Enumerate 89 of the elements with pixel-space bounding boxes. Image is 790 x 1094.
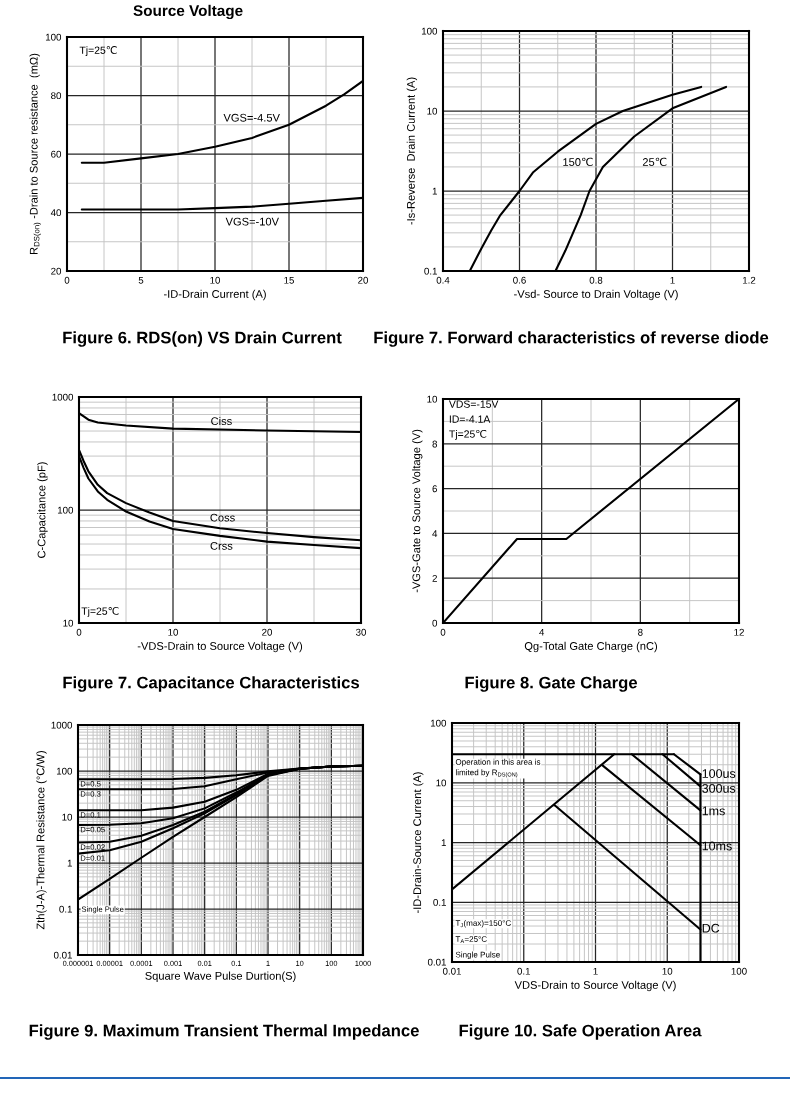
series-label: Crss	[210, 541, 233, 550]
text: Figure 10. Safe Operation Area	[459, 1024, 702, 1040]
annotation: ID=-4.1A	[449, 415, 491, 423]
x-tick-label: 0.6	[513, 276, 526, 284]
y-tick-label: 0	[432, 619, 438, 627]
series-label: 100us	[702, 769, 736, 778]
series-label: DC	[702, 923, 720, 933]
source-note: Source Voltage	[133, 4, 243, 20]
series-label: Coss	[210, 513, 235, 522]
x-tick-label: 8	[638, 628, 643, 636]
y-tick-label: 10	[427, 395, 438, 403]
x-axis-title: -Vsd- Source to Drain Voltage (V)	[514, 289, 678, 301]
x-axis-title: -VDS-Drain to Source Voltage (V)	[137, 641, 303, 653]
y-tick-label: 6	[432, 485, 438, 493]
x-tick-label: 10	[210, 276, 221, 284]
y-tick-label: 10	[63, 619, 74, 627]
text: Figure 6. RDS(on) VS Drain Current	[63, 331, 342, 347]
y-axis-title: C-Capacitance (pF)	[37, 462, 48, 558]
x-tick-label: 20	[358, 276, 369, 284]
y-axis-title: -Is-Reverse Drain Current (A)	[406, 77, 418, 225]
text: Figure 8. Gate Charge	[465, 676, 638, 692]
series-label: 150℃	[563, 157, 593, 167]
x-tick-label: 4	[539, 628, 545, 636]
x-tick-label: 5	[138, 276, 144, 284]
x-tick-label: 0.01	[442, 967, 461, 975]
text: Figure 7. Capacitance Characteristics	[63, 676, 359, 692]
y-tick-label: 1	[432, 187, 437, 195]
y-tick-label: 80	[51, 92, 62, 100]
series-label: VGS=-4.5V	[223, 113, 280, 122]
annotation: T$_{J}$(max)=150°C	[455, 919, 511, 928]
series-label: 300us	[702, 783, 736, 793]
annotation: Operation in this area is limited by R$_{DS(ON)}$	[455, 758, 541, 778]
annotation: VDS=-15V	[448, 400, 499, 408]
y-tick-label: 60	[51, 150, 62, 158]
x-tick-label: 100	[731, 967, 747, 975]
annotation: Tj=25℃	[449, 429, 487, 440]
y-tick-label: 0.01	[53, 951, 72, 959]
annotation: Single Pulse	[455, 951, 500, 960]
y-tick-label: 10	[427, 107, 438, 115]
text: Figure 7. Forward characteristics of reverse diode	[374, 331, 769, 347]
annotation: T$_{A}$=25°C	[455, 936, 487, 944]
y-tick-label: 0.1	[433, 898, 446, 906]
series-label: 1ms	[702, 806, 725, 816]
x-tick-label: 1.2	[742, 276, 756, 284]
y-tick-label: 1	[67, 859, 72, 867]
y-tick-label: 1000	[52, 393, 74, 401]
text: Figure 9. Maximum Transient Thermal Impedance	[29, 1024, 419, 1040]
x-tick-label: 0.1	[517, 967, 531, 975]
y-tick-label: 40	[50, 209, 62, 217]
x-tick-label: 0.4	[436, 276, 450, 284]
x-tick-label: 30	[355, 628, 367, 636]
x-tick-label: 1	[670, 276, 675, 284]
series-label: 10ms	[702, 841, 732, 851]
y-tick-label: 100	[45, 33, 62, 41]
x-axis-title: VDS-Drain to Source Voltage (V)	[514, 980, 676, 992]
y-tick-label: 100	[57, 506, 74, 514]
series-label: 25℃	[642, 157, 667, 167]
x-tick-label: 0.8	[589, 276, 603, 284]
y-tick-label: 1	[441, 839, 446, 847]
y-axis-title: -ID-Drain-Source Current (A)	[413, 772, 424, 913]
y-axis-title: Zth(J-A)-Thermal Resistance (°C/W)	[36, 751, 47, 930]
y-tick-label: 4	[432, 530, 438, 537]
y-tick-label: 100	[421, 27, 438, 35]
x-tick-label: 20	[262, 628, 273, 636]
x-tick-label: 15	[284, 276, 294, 284]
y-tick-label: 10	[436, 779, 447, 787]
annotation: Tj=25℃	[81, 606, 119, 617]
x-axis-title: -ID-Drain Current (A)	[163, 289, 266, 301]
series-label: VGS=-10V	[225, 217, 279, 226]
x-tick-label: 12	[734, 628, 744, 636]
x-tick-label: 10	[168, 628, 179, 636]
y-tick-label: 100	[430, 719, 447, 727]
series-label: Ciss	[211, 416, 232, 426]
x-tick-label: 1	[593, 967, 598, 975]
x-tick-label: 0	[76, 628, 82, 636]
y-tick-label: 100	[56, 767, 73, 775]
y-tick-label: 20	[51, 267, 62, 275]
y-tick-label: 0.1	[59, 905, 72, 913]
y-tick-label: 2	[432, 574, 437, 582]
x-axis-title: Qg-Total Gate Charge (nC)	[524, 641, 658, 653]
x-tick-label: 10	[662, 967, 673, 975]
y-tick-label: 1000	[51, 721, 73, 729]
y-axis-title: R$_{DS(on)}$ -Drain to Source resistance (mΩ)	[29, 53, 41, 255]
x-axis-title: Square Wave Pulse Durtion(S)	[145, 971, 296, 982]
y-tick-label: 10	[62, 813, 73, 821]
y-tick-label: 0.1	[424, 267, 437, 275]
annotation: Tj=25℃	[79, 46, 117, 56]
y-axis-title: -VGS-Gate to Source Voltage (V)	[412, 429, 423, 593]
y-tick-label: 8	[432, 440, 438, 448]
